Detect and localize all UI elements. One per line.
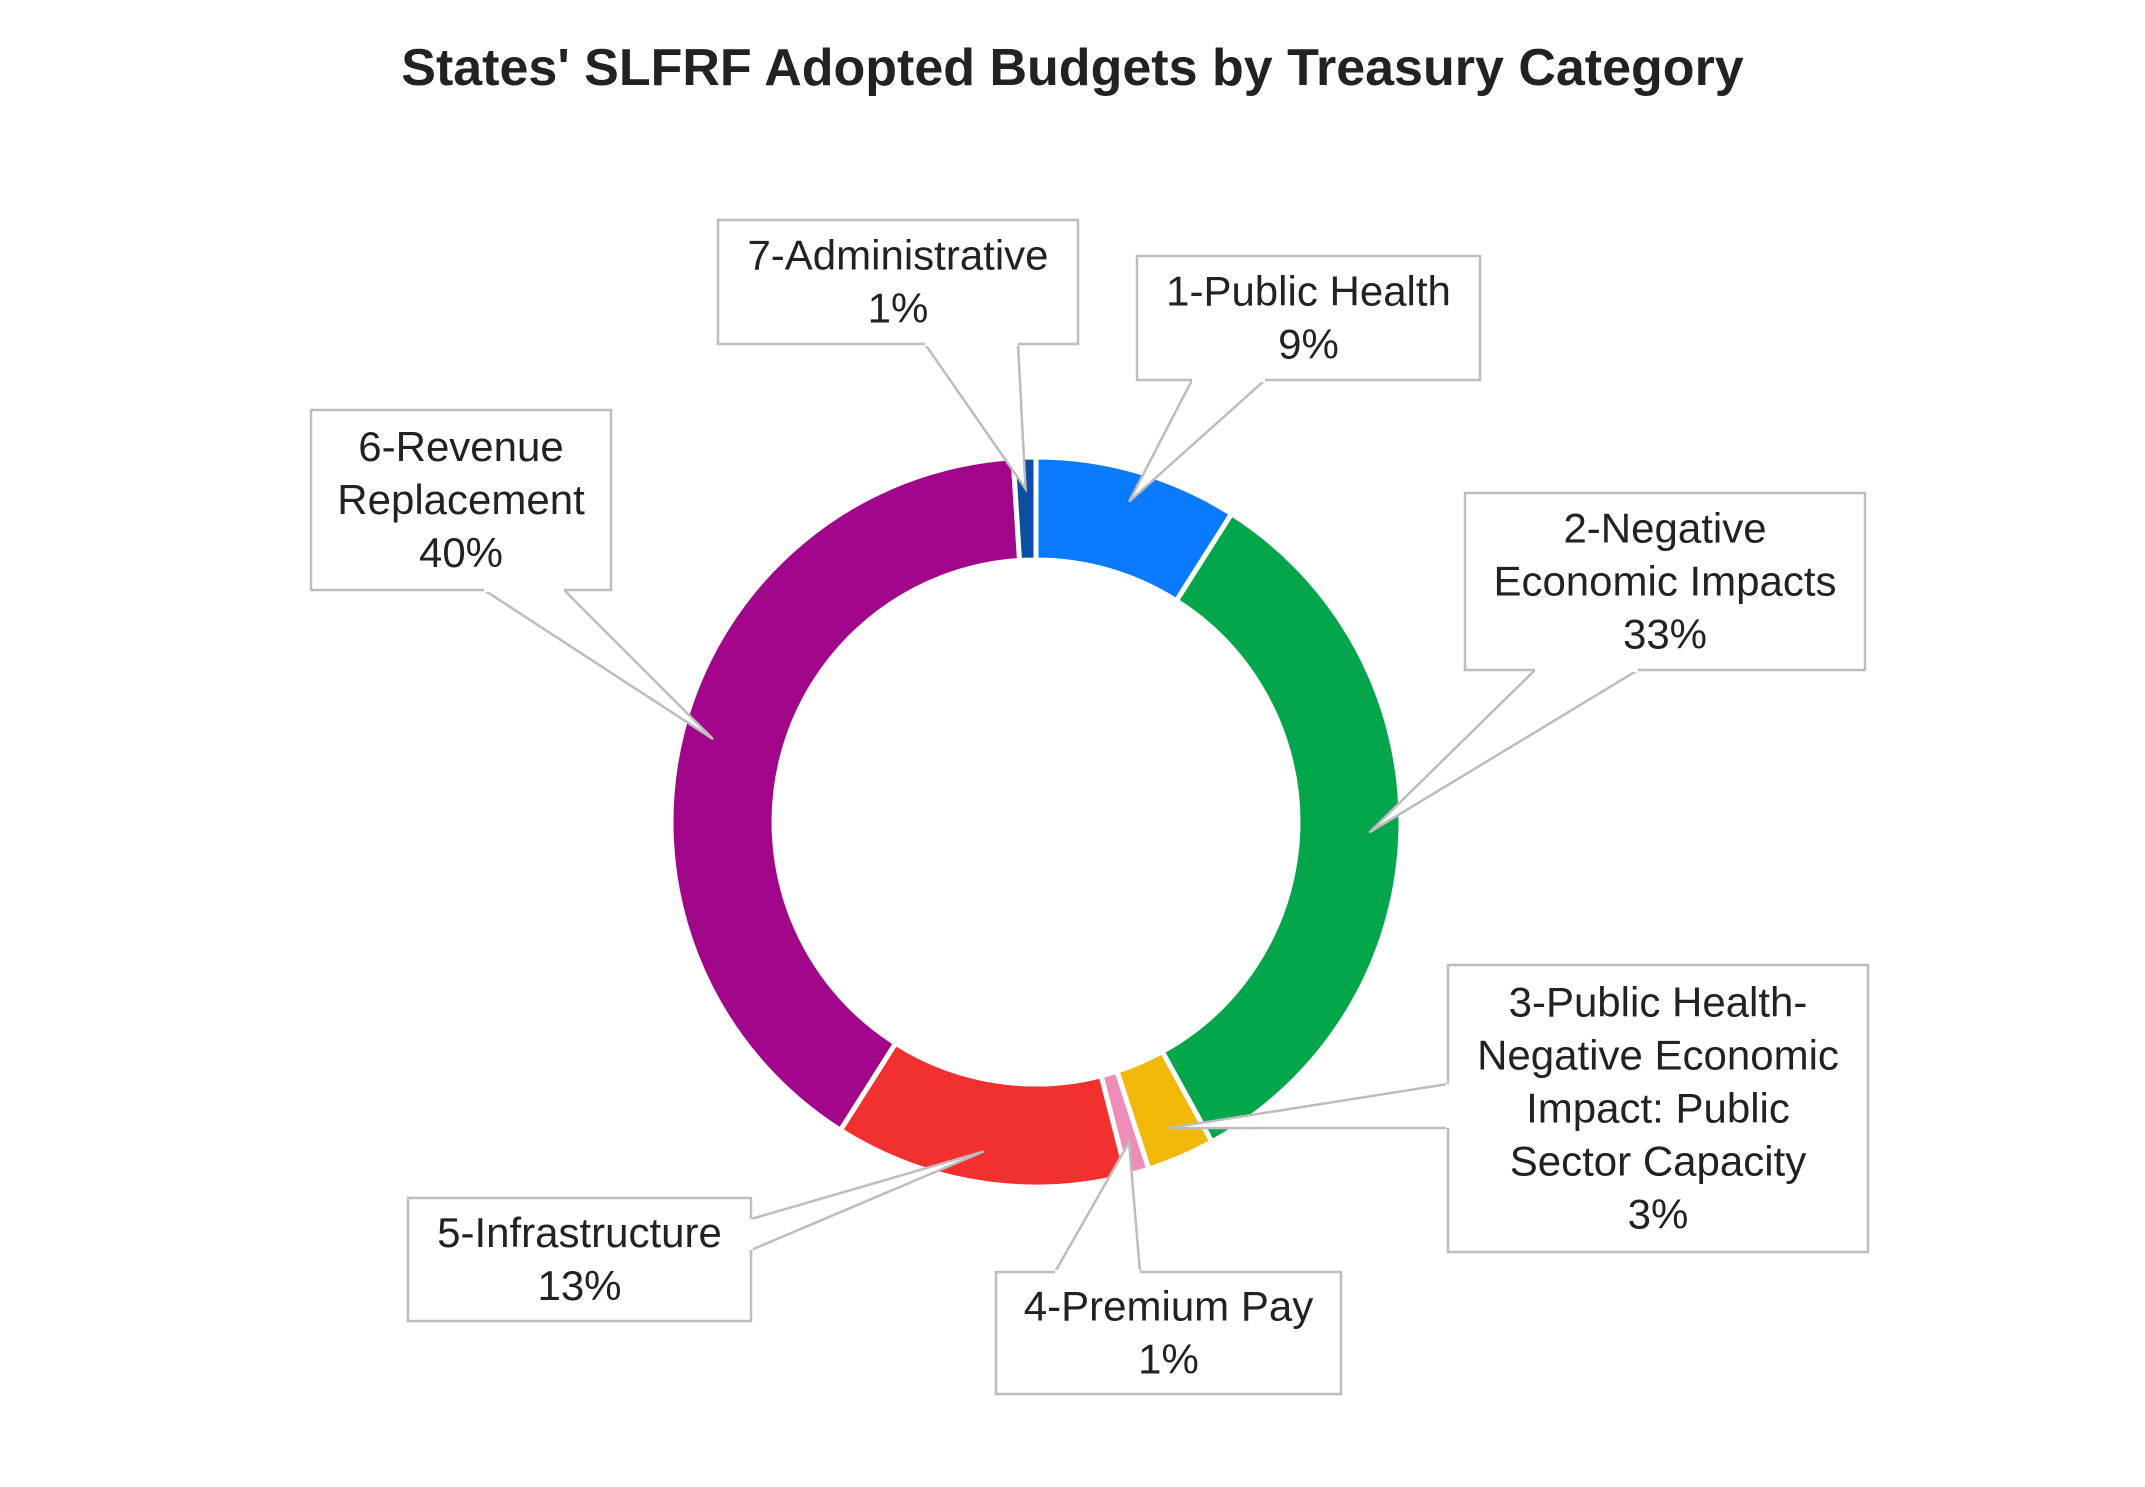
slices-layer [668, 454, 1404, 1190]
slice-category-label: Negative Economic [1477, 1032, 1839, 1079]
slice-category-label: Impact: Public [1526, 1085, 1790, 1132]
slice-percent-label: 40% [419, 529, 503, 576]
slice-category-label: 5-Infrastructure [437, 1209, 722, 1256]
slice-percent-label: 1% [1138, 1336, 1199, 1383]
slice-category-label: Sector Capacity [1510, 1138, 1806, 1185]
callout-6: 6-Revenue Replacement 40% [309, 408, 714, 741]
callout-pointer [479, 588, 714, 741]
callout-pointer [1127, 378, 1269, 503]
slice-percent-label: 13% [537, 1262, 621, 1309]
callout-7: 7-Administrative 1% [716, 218, 1080, 493]
callout-box [1446, 963, 1870, 1254]
slice-category-label: 6-Revenue [358, 423, 563, 470]
callout-box [994, 1270, 1343, 1396]
slice-percent-label: 33% [1623, 611, 1707, 658]
callout-2: 2-Negative Economic Impacts 33% [1368, 491, 1867, 834]
callout-box [309, 408, 613, 592]
callouts-layer: 1-Public Health 9% 2-Negative Economic Impa… [309, 218, 1870, 1396]
slice-category-label: 4-Premium Pay [1024, 1283, 1313, 1330]
slice-percent-label: 9% [1278, 321, 1339, 368]
slice-category-label: Replacement [337, 476, 585, 523]
callout-box [716, 218, 1080, 346]
callout-4: 4-Premium Pay 1% [994, 1138, 1343, 1396]
callout-box [1135, 254, 1482, 382]
slice-category-label: 7-Administrative [747, 232, 1048, 279]
slice-category-label: 3-Public Health- [1509, 979, 1808, 1026]
callout-box [1463, 491, 1867, 672]
slice-category-label: Economic Impacts [1493, 558, 1836, 605]
slice-percent-label: 1% [868, 285, 929, 332]
callout-5: 5-Infrastructure 13% [406, 1150, 985, 1323]
callout-3: 3-Public Health- Negative Economic Impact:… [1168, 963, 1870, 1254]
callout-pointer [749, 1150, 985, 1252]
chart-title: States' SLFRF Adopted Budgets by Treasur… [401, 39, 1744, 97]
callout-box [406, 1196, 753, 1323]
callout-pointer [1368, 668, 1643, 834]
callout-1: 1-Public Health 9% [1127, 254, 1482, 503]
slice-2 [1158, 510, 1404, 1146]
slice-percent-label: 3% [1628, 1191, 1689, 1238]
slice-category-label: 1-Public Health [1166, 268, 1451, 315]
slice-category-label: 2-Negative [1563, 505, 1766, 552]
slice-6 [668, 455, 1023, 1134]
